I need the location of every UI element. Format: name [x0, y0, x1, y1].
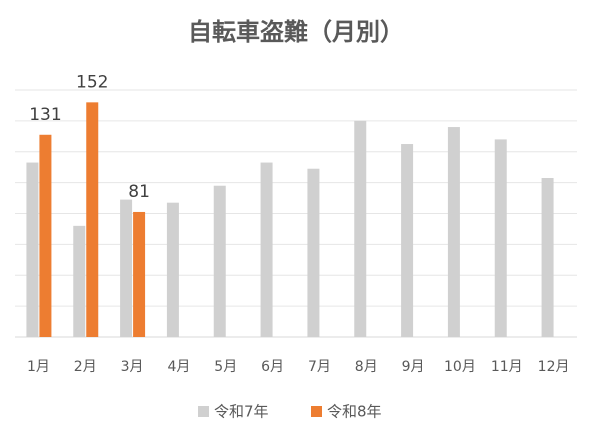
- x-tick-label: 3月: [121, 359, 144, 375]
- bar: [39, 134, 52, 337]
- x-tick-label: 4月: [167, 359, 190, 375]
- data-label: 131: [29, 105, 61, 125]
- bar: [213, 185, 226, 337]
- x-tick-label: 8月: [355, 359, 378, 375]
- bar: [166, 202, 179, 337]
- legend-swatch: [198, 406, 209, 417]
- x-tick-label: 5月: [214, 359, 237, 375]
- bar: [541, 177, 554, 337]
- bar: [447, 127, 460, 337]
- x-tick-label: 11月: [491, 359, 523, 375]
- x-tick-label: 6月: [261, 359, 284, 375]
- legend-label: 令和7年: [214, 403, 269, 421]
- data-label: 81: [128, 182, 150, 202]
- x-tick-label: 9月: [402, 359, 425, 375]
- bar: [494, 139, 507, 337]
- legend-swatch: [311, 406, 322, 417]
- bar: [307, 168, 320, 337]
- bar: [120, 199, 133, 337]
- chart-title: 自転車盗難（月別）: [188, 18, 404, 46]
- bar: [26, 162, 39, 337]
- x-tick-label: 7月: [308, 359, 331, 375]
- bar: [354, 120, 367, 337]
- bar: [86, 102, 99, 337]
- bar: [260, 162, 273, 337]
- data-label: 152: [76, 72, 108, 92]
- bar: [401, 144, 414, 337]
- x-tick-label: 1月: [27, 359, 50, 375]
- x-tick-label: 10月: [444, 359, 476, 375]
- legend-label: 令和8年: [327, 403, 382, 421]
- x-tick-label: 2月: [74, 359, 97, 375]
- x-tick-label: 12月: [538, 359, 570, 375]
- bar: [73, 225, 86, 337]
- bar: [133, 211, 146, 337]
